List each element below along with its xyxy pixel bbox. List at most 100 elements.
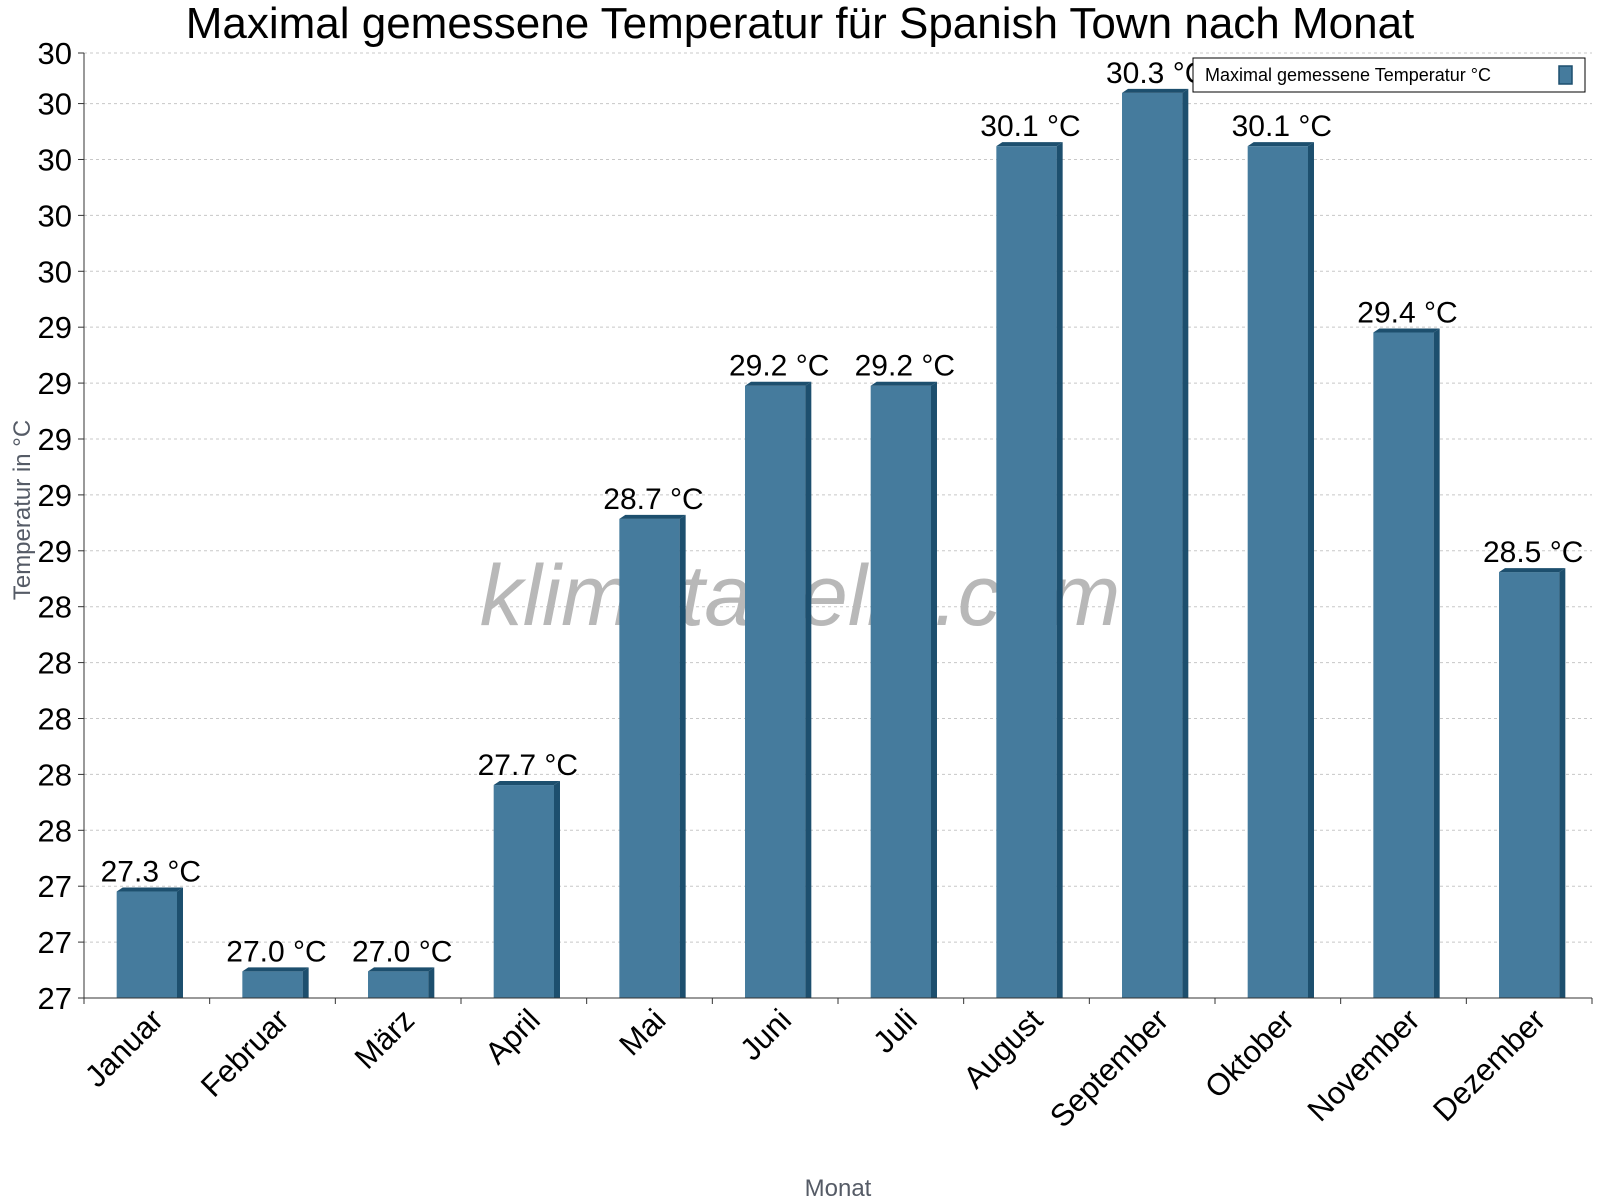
data-label: 27.0 °C (226, 935, 326, 968)
x-tick-label: August (956, 1002, 1049, 1095)
x-tick-label: November (1301, 1002, 1427, 1128)
bar-side (1559, 568, 1566, 998)
data-label: 27.3 °C (101, 856, 201, 889)
bar-top (1499, 568, 1566, 573)
bar-side (930, 381, 937, 999)
bar-face (996, 146, 1057, 999)
bar-top (493, 781, 560, 786)
bar-side (1056, 142, 1063, 999)
bar-märz (368, 967, 435, 998)
bar-top (368, 967, 435, 972)
bar-side (428, 967, 435, 998)
bar-top (1247, 142, 1314, 147)
bar-side (1433, 328, 1440, 998)
bar-august (996, 142, 1063, 999)
legend-box (1192, 57, 1586, 93)
bar-november (1373, 328, 1440, 998)
bar-side (176, 887, 183, 998)
y-tick-label: 29 (38, 366, 72, 401)
bar-side (805, 381, 812, 999)
bar-september (1122, 88, 1189, 999)
y-tick-label: 27 (38, 981, 72, 1016)
bar-april (493, 781, 560, 998)
bar-face (493, 785, 554, 998)
y-tick-label: 28 (38, 590, 72, 625)
legend-swatch (1558, 65, 1573, 85)
bar-juli (870, 381, 937, 999)
x-tick-label: Oktober (1198, 1002, 1301, 1105)
bar-top (1122, 88, 1189, 93)
data-label: 30.3 °C (1106, 57, 1206, 90)
chart-title: Maximal gemessene Temperatur für Spanish… (186, 0, 1415, 48)
y-tick-label: 30 (38, 198, 72, 233)
data-label: 28.7 °C (603, 483, 703, 516)
y-tick-label: 28 (38, 701, 72, 736)
y-tick-labels: 27 27 27 28 28 28 28 28 29 29 29 29 29 30 30 30 30 30 (38, 36, 84, 1016)
x-tick-label: Mai (612, 1002, 672, 1062)
bar-face (116, 891, 177, 998)
bar-side (1307, 142, 1314, 999)
data-label: 29.2 °C (855, 350, 955, 383)
grid-lines (84, 52, 1592, 999)
bar-top (619, 514, 686, 519)
y-tick-label: 30 (38, 142, 72, 177)
bar-side (679, 514, 686, 998)
bar-top (745, 381, 812, 386)
legend: Maximal gemessene Temperatur °C (1192, 57, 1586, 93)
bar-face (1122, 92, 1183, 999)
x-tick-label: April (478, 1002, 547, 1071)
bar-side (302, 967, 309, 998)
y-tick-label: 28 (38, 757, 72, 792)
y-tick-label: 29 (38, 478, 72, 513)
x-tick-labels: Januar Februar März April Mai Juni Juli AugustS… (78, 998, 1593, 1134)
bar-face (1247, 146, 1308, 999)
data-labels: 27.3 °C 27.0 °C 27.0 °C 27.7 °C 28.7 °C 29.2 … (101, 57, 1584, 968)
bar-series (116, 88, 1566, 999)
bar-face (619, 518, 680, 998)
bar-top (996, 142, 1063, 147)
data-label: 28.5 °C (1483, 536, 1583, 569)
bar-mai (619, 514, 686, 998)
y-tick-label: 27 (38, 869, 72, 904)
data-label: 27.0 °C (352, 935, 452, 968)
bar-dezember (1499, 568, 1566, 998)
x-tick-label: September (1043, 1002, 1175, 1134)
bar-oktober (1247, 142, 1314, 999)
y-tick-label: 30 (38, 87, 72, 122)
bar-top (116, 887, 183, 892)
data-label: 29.4 °C (1357, 297, 1457, 330)
data-label: 29.2 °C (729, 350, 829, 383)
bar-top (870, 381, 937, 386)
legend-label: Maximal gemessene Temperatur °C (1205, 65, 1491, 85)
x-tick-label: Februar (194, 1002, 296, 1104)
bar-juni (745, 381, 812, 999)
bar-januar (116, 887, 183, 998)
x-tick-label: Juli (866, 1002, 924, 1060)
bar-face (1499, 572, 1560, 998)
bar-face (242, 971, 303, 998)
data-label: 27.7 °C (478, 749, 578, 782)
bar-top (1373, 328, 1440, 333)
x-tick-label: März (348, 1002, 421, 1075)
data-label: 30.1 °C (980, 110, 1080, 143)
x-tick-label: Januar (78, 1002, 170, 1094)
bar-face (870, 385, 931, 999)
x-tick-label: Dezember (1426, 1002, 1552, 1128)
bar-face (1373, 332, 1434, 998)
y-tick-label: 28 (38, 646, 72, 681)
bar-side (553, 781, 560, 998)
y-tick-label: 30 (38, 36, 72, 71)
y-tick-label: 29 (38, 422, 72, 457)
bar-side (1182, 88, 1189, 999)
x-tick-label: Juni (733, 1002, 798, 1067)
y-tick-label: 27 (38, 925, 72, 960)
data-label: 30.1 °C (1232, 110, 1332, 143)
y-tick-label: 29 (38, 534, 72, 569)
axes (83, 53, 1592, 999)
y-axis-title: Temperatur in °C (9, 420, 36, 600)
bar-top (242, 967, 309, 972)
y-tick-label: 29 (38, 310, 72, 345)
bar-februar (242, 967, 309, 998)
bar-face (368, 971, 429, 998)
